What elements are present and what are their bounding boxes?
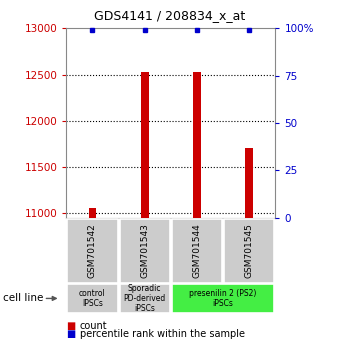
Text: control
IPSCs: control IPSCs — [79, 289, 106, 308]
Bar — [88, 208, 96, 218]
Text: GSM701542: GSM701542 — [88, 224, 97, 278]
Text: GSM701544: GSM701544 — [192, 224, 202, 278]
Text: GDS4141 / 208834_x_at: GDS4141 / 208834_x_at — [95, 10, 245, 22]
Text: GSM701545: GSM701545 — [245, 223, 254, 279]
Text: presenilin 2 (PS2)
iPSCs: presenilin 2 (PS2) iPSCs — [189, 289, 257, 308]
Bar — [193, 72, 201, 218]
Text: ■: ■ — [66, 329, 75, 339]
Text: percentile rank within the sample: percentile rank within the sample — [80, 329, 245, 339]
Text: Sporadic
PD-derived
iPSCs: Sporadic PD-derived iPSCs — [123, 284, 166, 313]
Text: ■: ■ — [66, 321, 75, 331]
Text: cell line: cell line — [3, 293, 44, 303]
Bar — [245, 148, 253, 218]
Bar — [141, 72, 149, 218]
Text: count: count — [80, 321, 107, 331]
Text: GSM701543: GSM701543 — [140, 223, 149, 279]
